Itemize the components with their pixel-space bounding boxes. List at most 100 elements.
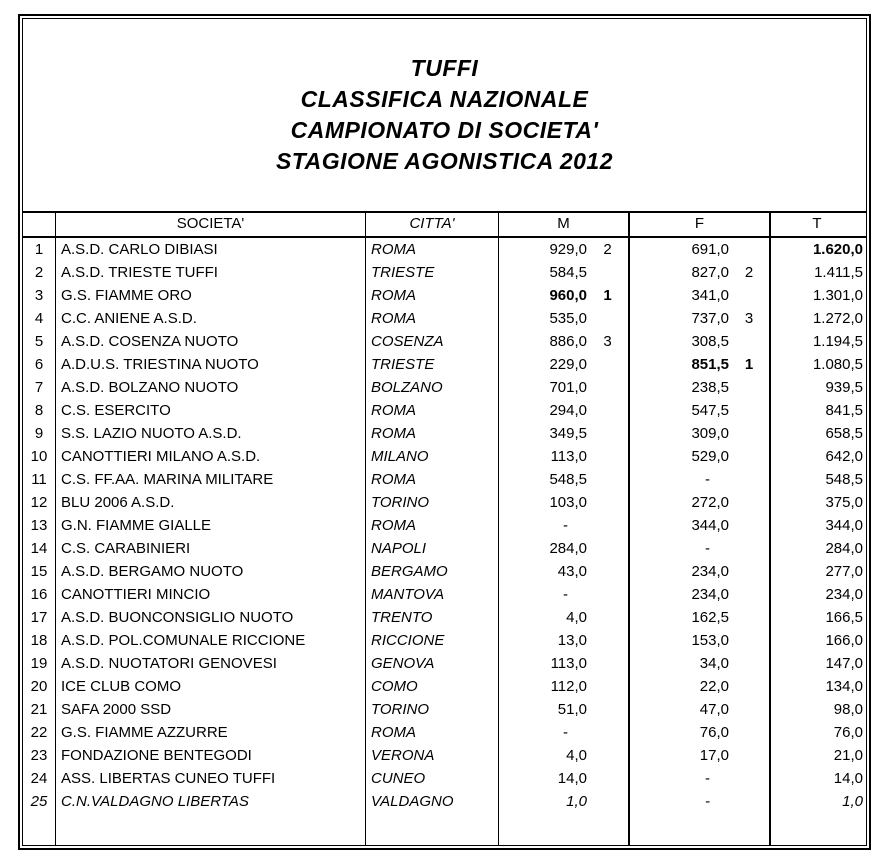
f-rank [729,537,769,560]
societa-cell: ICE CLUB COMO [55,675,365,698]
table-row: 19 A.S.D. NUOTATORI GENOVESI GENOVA 113,0 34… [23,652,866,675]
societa-cell: A.S.D. COSENZA NUOTO [55,330,365,353]
table-row: 2 A.S.D. TRIESTE TUFFI TRIESTE 584,5 827,0 2 1… [23,261,866,284]
f-value: 234,0 [691,586,729,603]
m-score-cell: 548,5 [498,468,628,491]
f-score-cell: - [628,790,769,813]
societa-cell: A.S.D. BOLZANO NUOTO [55,376,365,399]
m-value: 113,0 [550,448,587,465]
f-score-cell: 827,0 2 [628,261,769,284]
m-score-cell: 229,0 [498,353,628,376]
table-row: 22 G.S. FIAMME AZZURRE ROMA - 76,0 76,0 [23,721,866,744]
m-rank [587,261,628,284]
rank-cell: 5 [34,333,44,350]
f-rank [729,583,769,606]
citta-cell: ROMA [365,468,498,491]
rank-cell: 18 [30,632,48,649]
f-score-cell: - [628,767,769,790]
rank-cell: 19 [30,655,48,672]
f-value: 153,0 [691,632,729,649]
societa-cell: SAFA 2000 SSD [55,698,365,721]
f-value: - [705,471,710,488]
m-value: 1,0 [566,793,587,810]
m-rank [587,744,628,767]
table-row: 11 C.S. FF.AA. MARINA MILITARE ROMA 548,5 - 5… [23,468,866,491]
m-value: 112,0 [550,678,587,695]
f-score-cell: 851,5 1 [628,353,769,376]
f-rank [729,744,769,767]
header-f: F [628,213,769,236]
f-score-cell: 47,0 [628,698,769,721]
m-score-cell: 13,0 [498,629,628,652]
t-total-cell: 1.301,0 [769,284,866,307]
citta-cell: TORINO [365,698,498,721]
f-rank [729,790,769,813]
m-rank [587,468,628,491]
m-value: 535,0 [549,310,587,327]
m-rank [587,721,628,744]
table-row: 21 SAFA 2000 SSD TORINO 51,0 47,0 98,0 [23,698,866,721]
f-rank [729,284,769,307]
m-score-cell: 886,0 3 [498,330,628,353]
table-row: 15 A.S.D. BERGAMO NUOTO BERGAMO 43,0 234,0 27… [23,560,866,583]
societa-cell: ASS. LIBERTAS CUNEO TUFFI [55,767,365,790]
rank-cell: 9 [34,425,44,442]
f-value: 309,0 [691,425,729,442]
f-value: 691,0 [691,241,729,258]
m-score-cell: 294,0 [498,399,628,422]
citta-cell: COSENZA [365,330,498,353]
m-score-cell: 112,0 [498,675,628,698]
f-rank [729,652,769,675]
m-score-cell: 929,0 2 [498,238,628,261]
f-value: 76,0 [699,724,729,741]
f-value: 34,0 [699,655,729,672]
table-row: 18 A.S.D. POL.COMUNALE RICCIONE RICCIONE 13… [23,629,866,652]
societa-cell: C.N.VALDAGNO LIBERTAS [55,790,365,813]
m-rank: 3 [603,333,612,350]
table-row: 24 ASS. LIBERTAS CUNEO TUFFI CUNEO 14,0 - 14,… [23,767,866,790]
f-value: 238,5 [691,379,729,396]
f-value: 344,0 [691,517,729,534]
m-score-cell: 43,0 [498,560,628,583]
m-score-cell: 51,0 [498,698,628,721]
citta-cell: NAPOLI [365,537,498,560]
rank-cell: 23 [30,747,48,764]
m-score-cell: - [498,514,628,537]
table-header-row: SOCIETA' CITTA' M F T [23,213,866,238]
rank-cell: 17 [30,609,48,626]
rank-cell: 25 [30,793,48,810]
f-value: - [705,770,710,787]
f-score-cell: 737,0 3 [628,307,769,330]
f-rank [729,606,769,629]
m-score-cell: 284,0 [498,537,628,560]
m-score-cell: 113,0 [498,652,628,675]
header-m: M [498,213,628,236]
t-total-cell: 1.080,5 [769,353,866,376]
title-line: CLASSIFICA NAZIONALE [300,86,589,112]
rank-cell: 15 [30,563,48,580]
m-rank [587,675,628,698]
m-value: 701,0 [549,379,587,396]
f-value: - [705,540,710,557]
m-value: 103,0 [549,494,587,511]
t-total-cell: 21,0 [769,744,866,767]
t-total-cell: 375,0 [769,491,866,514]
f-score-cell: 341,0 [628,284,769,307]
table-row: 16 CANOTTIERI MINCIO MANTOVA - 234,0 234,0 [23,583,866,606]
rank-cell: 11 [31,471,47,488]
m-value: - [563,517,568,534]
f-value: 341,0 [691,287,729,304]
f-value: 234,0 [691,563,729,580]
f-score-cell: 529,0 [628,445,769,468]
societa-cell: FONDAZIONE BENTEGODI [55,744,365,767]
f-rank: 2 [744,264,754,281]
citta-cell: CUNEO [365,767,498,790]
f-score-cell: 272,0 [628,491,769,514]
societa-cell: C.C. ANIENE A.S.D. [55,307,365,330]
citta-cell: GENOVA [365,652,498,675]
filler-cell [23,813,55,845]
f-rank: 3 [744,310,754,327]
t-total-cell: 284,0 [769,537,866,560]
t-total-cell: 658,5 [769,422,866,445]
m-rank [587,790,628,813]
